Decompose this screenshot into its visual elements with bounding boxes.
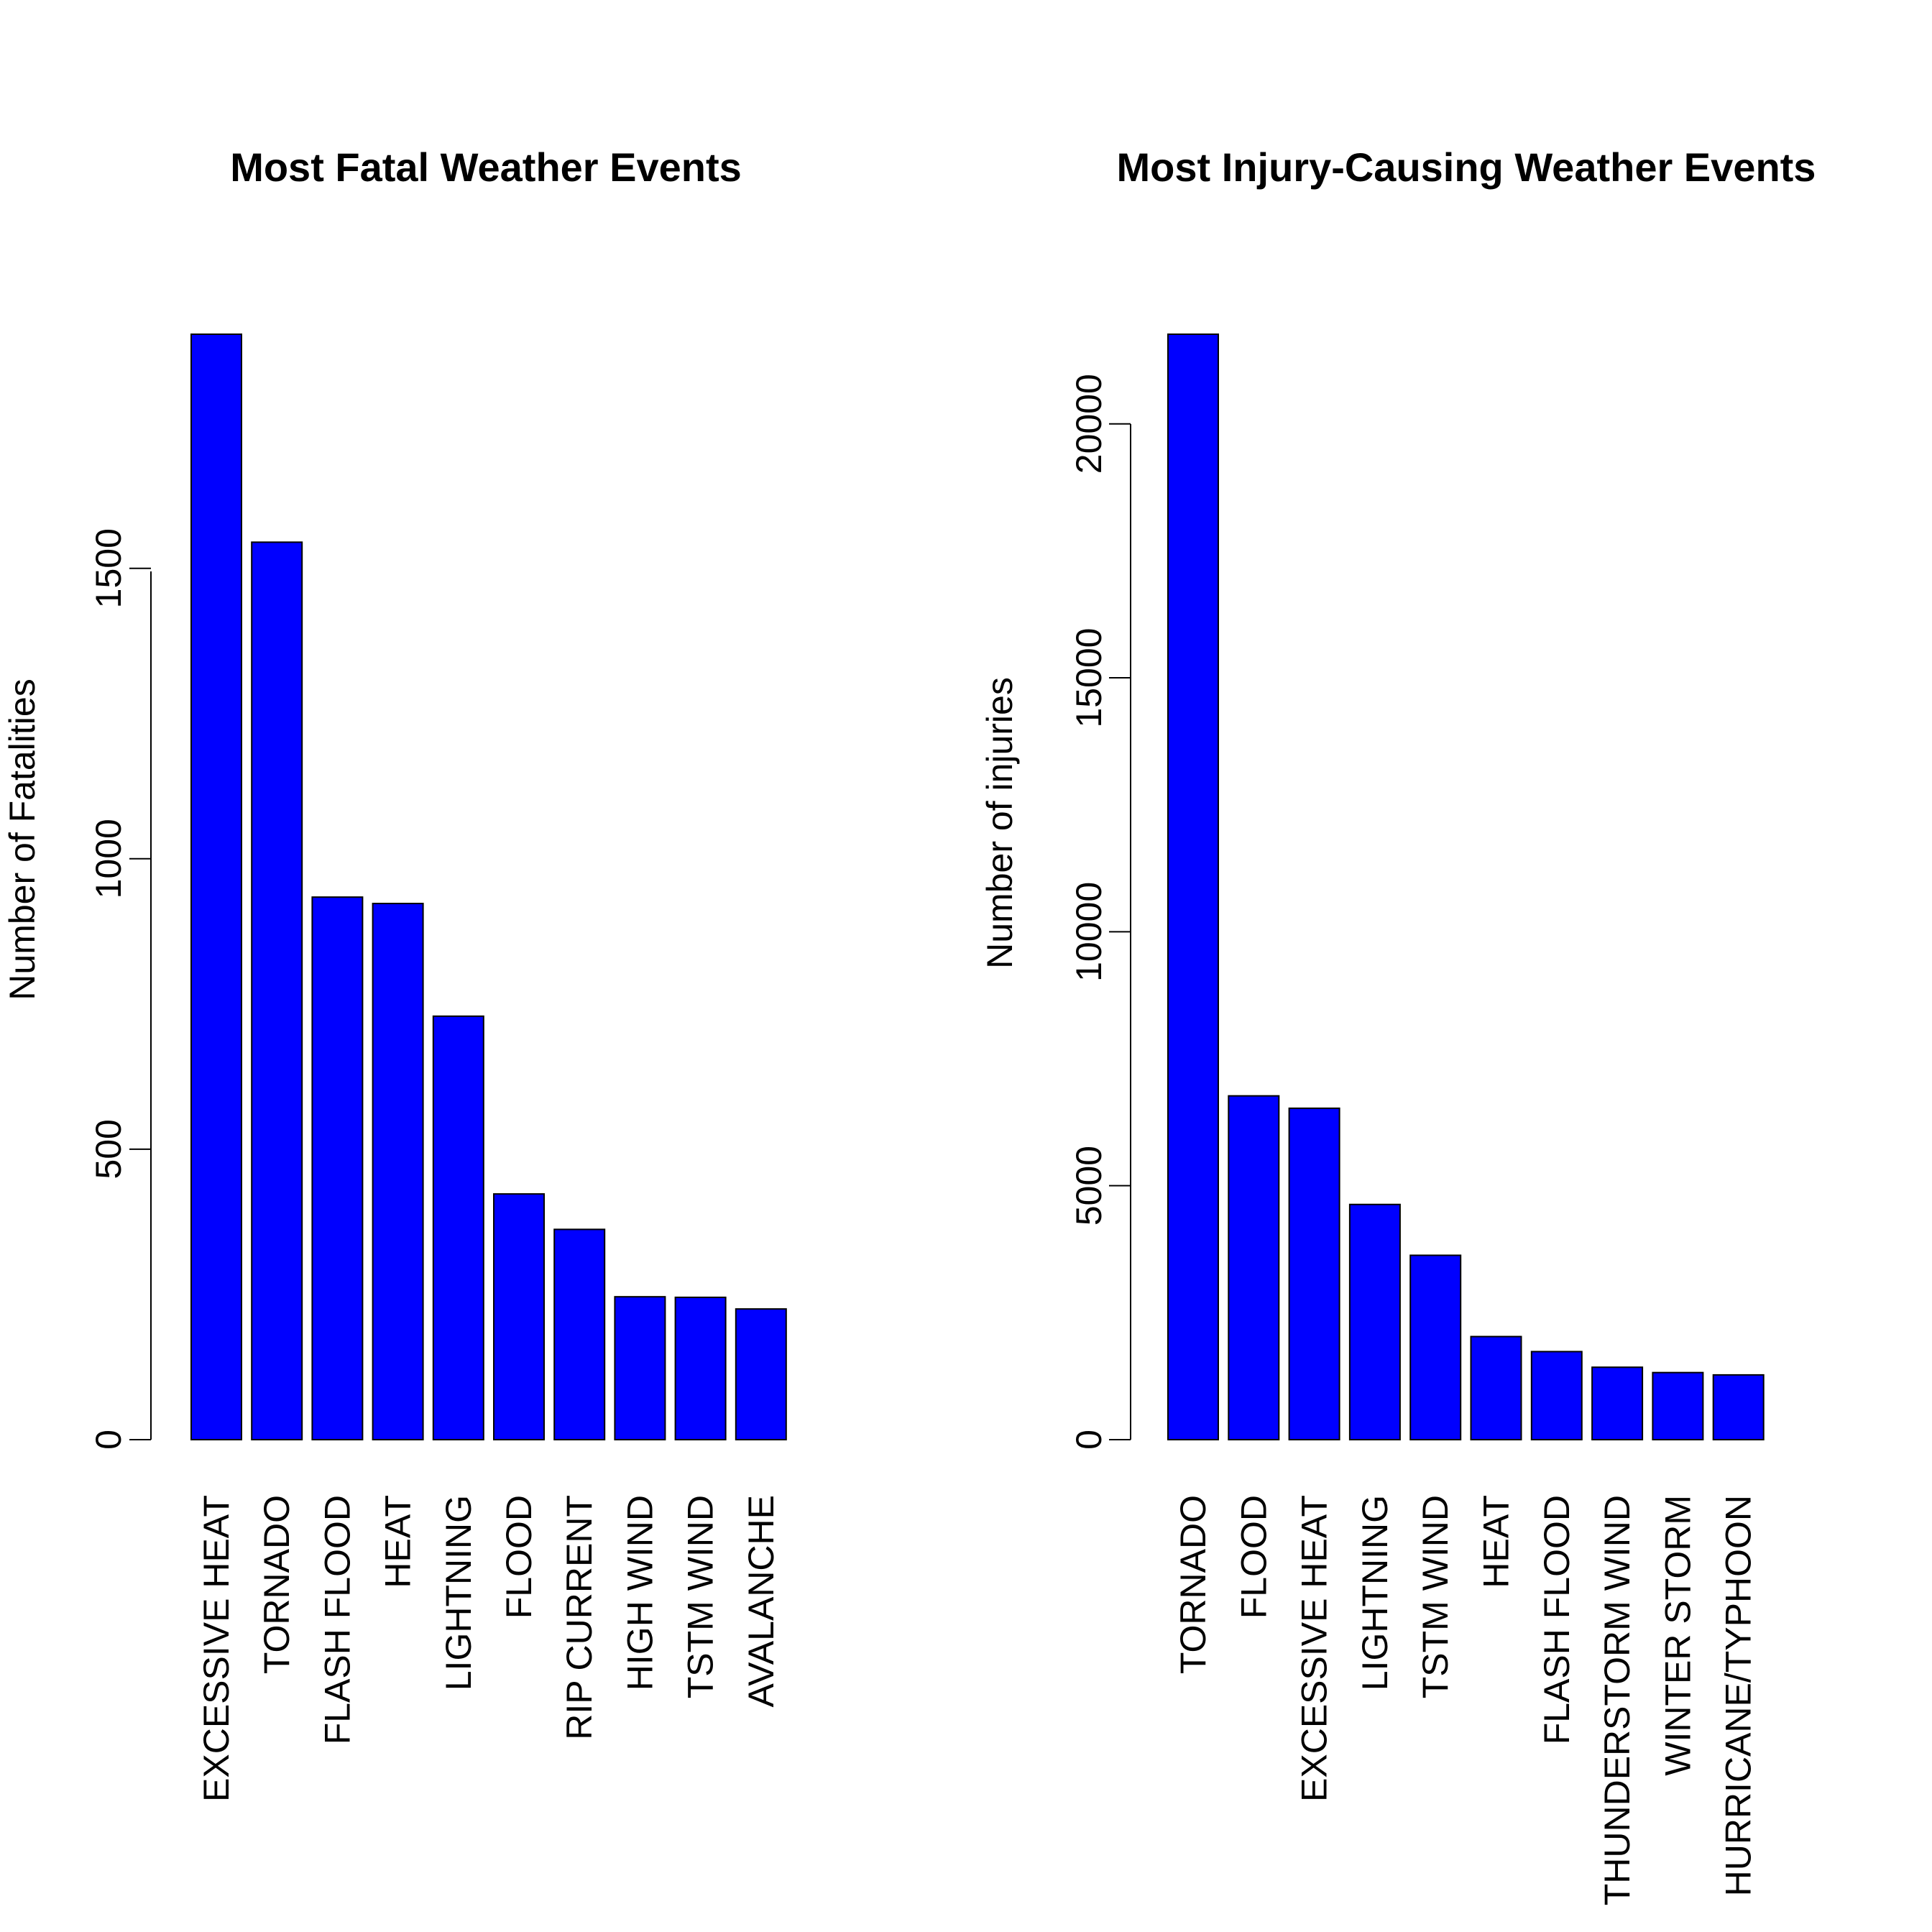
injuries-y-axis-label: Number of injuries xyxy=(980,677,1020,969)
injuries-category-label: FLASH FLOOD xyxy=(1537,1495,1577,1744)
injuries-chart: Most Injury-Causing Weather Events Numbe… xyxy=(980,144,1816,1905)
injuries-y-tick-label: 10000 xyxy=(1069,882,1109,982)
fatalities-y-tick-label: 1000 xyxy=(88,819,129,898)
fatalities-category-label: HIGH WIND xyxy=(620,1495,660,1690)
injuries-category-label: HEAT xyxy=(1476,1495,1517,1588)
fatalities-chart-title: Most Fatal Weather Events xyxy=(230,144,742,190)
fatalities-bars xyxy=(190,334,787,1441)
injuries-bar xyxy=(1167,334,1219,1440)
injuries-bar xyxy=(1712,1374,1765,1441)
fatalities-category-label: HEAT xyxy=(378,1495,418,1588)
fatalities-y-ticks: 0 500 1000 1500 xyxy=(88,528,151,1450)
injuries-category-labels: TORNADO FLOOD EXCESSIVE HEAT LIGHTNING TSTM … xyxy=(1173,1495,1759,1905)
injuries-category-label: WINTER STORM xyxy=(1657,1495,1698,1776)
fatalities-bar xyxy=(432,1015,484,1440)
fatalities-category-label: AVALANCHE xyxy=(741,1495,781,1707)
fatalities-category-label: FLOOD xyxy=(499,1495,539,1619)
fatalities-bar xyxy=(735,1308,787,1440)
injuries-bar xyxy=(1591,1366,1644,1441)
injuries-category-label: HURRICANE/TYPHOON xyxy=(1719,1495,1759,1896)
fatalities-bar xyxy=(674,1296,727,1440)
fatalities-category-label: LIGHTNING xyxy=(438,1495,479,1690)
injuries-y-tick-label: 15000 xyxy=(1069,628,1109,728)
injuries-bar xyxy=(1228,1095,1280,1441)
injuries-y-tick-label: 20000 xyxy=(1069,374,1109,474)
injuries-category-label: THUNDERSTORM WIND xyxy=(1597,1495,1637,1905)
fatalities-bar xyxy=(614,1296,666,1440)
injuries-category-label: FLOOD xyxy=(1233,1495,1274,1619)
injuries-bar xyxy=(1409,1254,1462,1440)
fatalities-y-tick-label: 0 xyxy=(88,1430,129,1450)
fatalities-category-labels: EXCESSIVE HEAT TORNADO FLASH FLOOD HEAT LIGH… xyxy=(196,1495,781,1802)
injuries-bar xyxy=(1470,1335,1522,1440)
fatalities-y-axis-label: Number of Fatalities xyxy=(2,678,42,1000)
injuries-category-label: EXCESSIVE HEAT xyxy=(1294,1495,1335,1802)
fatalities-category-label: TSTM WIND xyxy=(681,1495,721,1698)
fatalities-bar xyxy=(553,1228,606,1441)
fatalities-bar xyxy=(372,903,424,1441)
fatalities-chart: Most Fatal Weather Events Number of Fata… xyxy=(2,144,787,1802)
fatalities-y-tick-label: 500 xyxy=(88,1119,129,1179)
injuries-chart-title: Most Injury-Causing Weather Events xyxy=(1117,144,1816,190)
injuries-bar xyxy=(1530,1351,1583,1440)
fatalities-category-label: FLASH FLOOD xyxy=(317,1495,357,1744)
injuries-bars xyxy=(1167,334,1765,1441)
injuries-y-tick-label: 5000 xyxy=(1069,1146,1109,1225)
injuries-category-label: TORNADO xyxy=(1173,1495,1213,1674)
injuries-bar xyxy=(1348,1203,1401,1441)
fatalities-bar xyxy=(190,334,242,1440)
fatalities-category-label: RIP CURRENT xyxy=(559,1495,599,1740)
injuries-y-tick-label: 0 xyxy=(1069,1430,1109,1450)
injuries-y-ticks: 0 5000 10000 15000 20000 xyxy=(1069,374,1131,1450)
fatalities-bar xyxy=(493,1193,545,1441)
fatalities-category-label: EXCESSIVE HEAT xyxy=(196,1495,236,1802)
injuries-category-label: LIGHTNING xyxy=(1355,1495,1395,1690)
injuries-category-label: TSTM WIND xyxy=(1415,1495,1455,1698)
fatalities-category-label: TORNADO xyxy=(257,1495,297,1674)
fatalities-y-tick-label: 1500 xyxy=(88,528,129,608)
fatalities-bar xyxy=(251,541,303,1440)
injuries-bar xyxy=(1652,1371,1704,1440)
fatalities-bar xyxy=(311,896,364,1440)
injuries-bar xyxy=(1288,1107,1340,1440)
